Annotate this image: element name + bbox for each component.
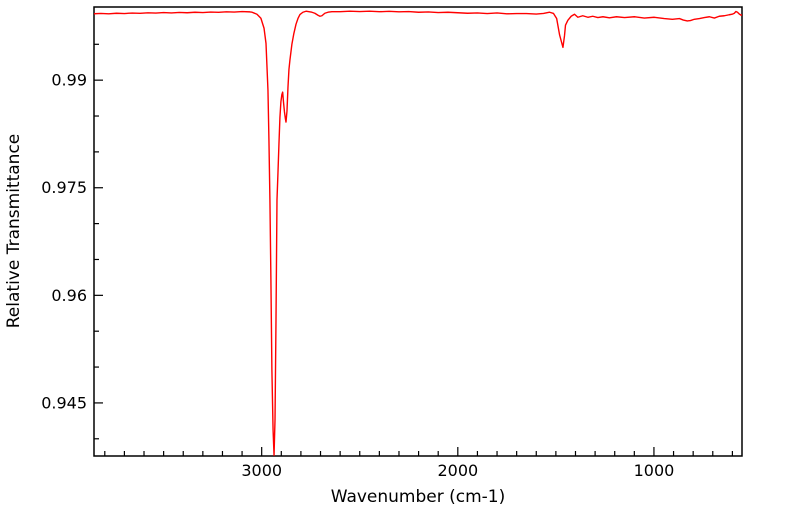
y-tick-label: 0.975 [41, 178, 87, 197]
spectrum-line [94, 10, 742, 456]
x-tick-label: 1000 [634, 461, 675, 480]
plot-border [93, 6, 743, 457]
y-tick-label: 0.99 [51, 71, 87, 90]
y-tick-label: 0.945 [41, 393, 87, 412]
x-axis-label: Wavenumber (cm-1) [331, 487, 506, 507]
plot-area: 3000 2000 1000 0.99 0.975 0.96 0.945 [41, 6, 743, 480]
x-tick-label: 2000 [437, 461, 478, 480]
x-tick-label: 3000 [241, 461, 282, 480]
y-tick-label: 0.96 [51, 286, 87, 305]
y-axis-label: Relative Transmittance [4, 134, 24, 329]
